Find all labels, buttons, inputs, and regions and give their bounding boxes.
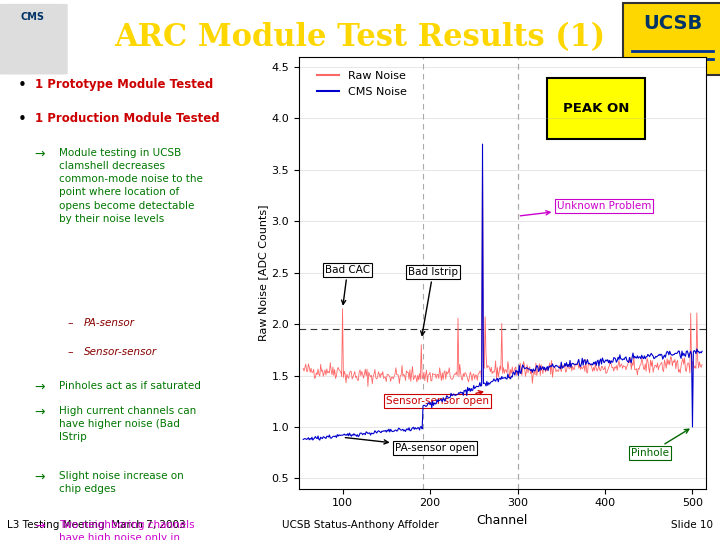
Raw Noise bbox=[364, 383, 372, 389]
Text: Unknown Problem: Unknown Problem bbox=[521, 201, 652, 216]
Text: Sensor-sensor open: Sensor-sensor open bbox=[387, 391, 490, 407]
CMS Noise bbox=[637, 352, 646, 359]
Text: Slight noise increase on
chip edges: Slight noise increase on chip edges bbox=[59, 470, 184, 494]
Text: UCSB Status-Anthony Affolder: UCSB Status-Anthony Affolder bbox=[282, 520, 438, 530]
FancyBboxPatch shape bbox=[623, 3, 720, 75]
CMS Noise bbox=[315, 437, 324, 443]
Raw Noise bbox=[420, 377, 429, 384]
Text: •: • bbox=[18, 78, 27, 93]
Text: PA-sensor open: PA-sensor open bbox=[346, 437, 475, 453]
Text: Bad CAC: Bad CAC bbox=[325, 265, 370, 305]
Text: Slide 10: Slide 10 bbox=[671, 520, 713, 530]
Text: High current channels can
have higher noise (Bad
IStrip: High current channels can have higher no… bbox=[59, 406, 197, 442]
CMS Noise bbox=[548, 361, 557, 367]
Text: ARC Module Test Results (1): ARC Module Test Results (1) bbox=[114, 22, 606, 53]
Text: PA-sensor: PA-sensor bbox=[84, 318, 135, 328]
Text: Sensor-sensor: Sensor-sensor bbox=[84, 347, 157, 357]
Text: →: → bbox=[35, 470, 45, 484]
Text: Two neighboring channels
have high noise only in
peak inverter on: Two neighboring channels have high noise… bbox=[59, 520, 195, 540]
Text: CMS: CMS bbox=[20, 12, 45, 22]
Raw Noise bbox=[507, 370, 516, 376]
Text: PEAK ON: PEAK ON bbox=[562, 102, 629, 115]
Legend: Raw Noise, CMS Noise: Raw Noise, CMS Noise bbox=[312, 66, 411, 101]
CMS Noise bbox=[454, 391, 462, 397]
Text: →: → bbox=[35, 406, 45, 419]
CMS Noise bbox=[420, 402, 429, 409]
CMS Noise bbox=[382, 429, 391, 435]
Text: Module testing in UCSB
clamshell decreases
common-mode noise to the
point where : Module testing in UCSB clamshell decreas… bbox=[59, 148, 203, 224]
Raw Noise bbox=[299, 365, 307, 372]
FancyBboxPatch shape bbox=[0, 3, 68, 75]
Text: 1 Prototype Module Tested: 1 Prototype Module Tested bbox=[35, 78, 213, 91]
CMS Noise bbox=[507, 373, 516, 380]
Raw Noise bbox=[382, 379, 391, 385]
Y-axis label: Raw Noise [ADC Counts]: Raw Noise [ADC Counts] bbox=[258, 205, 269, 341]
Raw Noise bbox=[454, 315, 462, 321]
Raw Noise bbox=[637, 355, 646, 362]
Text: Pinholes act as if saturated: Pinholes act as if saturated bbox=[59, 381, 201, 391]
Text: •: • bbox=[18, 112, 27, 127]
Text: 1 Production Module Tested: 1 Production Module Tested bbox=[35, 112, 219, 125]
FancyBboxPatch shape bbox=[547, 78, 644, 139]
Line: Raw Noise: Raw Noise bbox=[303, 149, 702, 386]
Text: UCSB: UCSB bbox=[643, 14, 702, 33]
CMS Noise bbox=[698, 348, 706, 354]
Text: →: → bbox=[35, 148, 45, 161]
Text: Pinhole: Pinhole bbox=[631, 429, 689, 458]
Text: L3 Testing Meeting  March 7, 2003: L3 Testing Meeting March 7, 2003 bbox=[7, 520, 186, 530]
Line: CMS Noise: CMS Noise bbox=[303, 144, 702, 440]
Raw Noise bbox=[548, 374, 557, 381]
CMS Noise bbox=[299, 436, 307, 443]
CMS Noise bbox=[478, 141, 487, 147]
Text: →: → bbox=[35, 520, 45, 533]
Text: –: – bbox=[68, 347, 73, 357]
Raw Noise bbox=[478, 146, 487, 152]
X-axis label: Channel: Channel bbox=[477, 514, 528, 527]
Text: –: – bbox=[68, 318, 73, 328]
Text: →: → bbox=[35, 381, 45, 394]
Raw Noise bbox=[698, 361, 706, 368]
Text: Bad Istrip: Bad Istrip bbox=[408, 267, 458, 335]
